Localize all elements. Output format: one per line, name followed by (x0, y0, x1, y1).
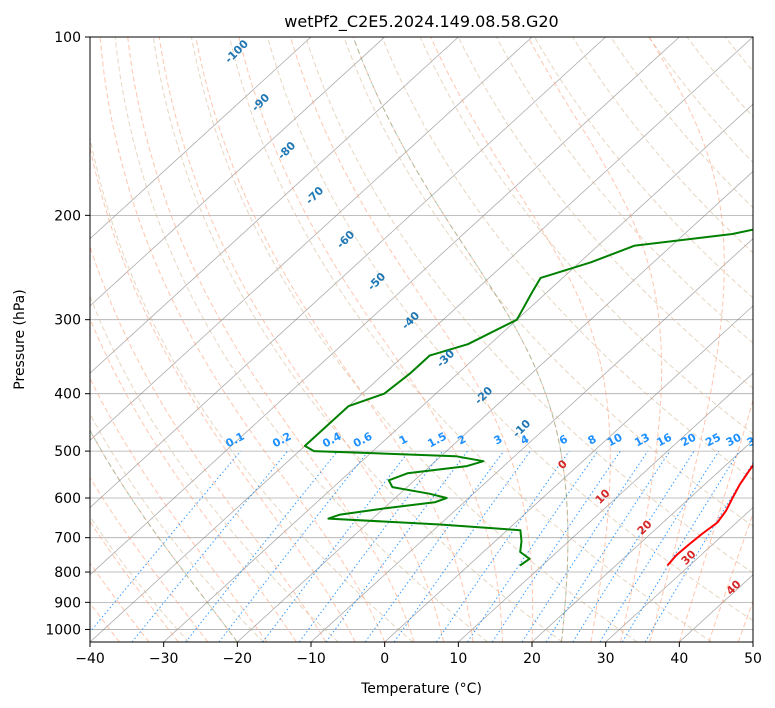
mixing-ratio-label: 20 (679, 430, 699, 449)
isotherm-line (605, 507, 753, 642)
moist-adiabat-line (678, 398, 753, 642)
mixing-ratio-line (325, 450, 468, 642)
x-tick-label: 10 (449, 651, 467, 667)
dry-adiabat-line (457, 37, 753, 389)
dry-adiabat-line (381, 37, 753, 481)
moist-adiabat-line (90, 144, 356, 642)
moist-adiabat-line (527, 37, 663, 642)
y-tick-label: 600 (54, 491, 81, 507)
moist-adiabat-line (430, 37, 611, 642)
mixing-ratio-label: 30 (724, 431, 744, 450)
x-tick-label: −20 (223, 651, 253, 667)
isotherm-line (90, 37, 459, 374)
plot-frame (89, 36, 754, 643)
isotherm-line (458, 372, 753, 642)
moist-adiabat-line (99, 37, 386, 642)
mixing-ratio-line (185, 450, 338, 642)
isotherm-line (90, 37, 606, 509)
dry-adiabat-line (267, 37, 753, 622)
mixing-ratio-line (545, 450, 671, 642)
dry-adiabat-line (152, 37, 563, 642)
mixing-ratio-line (467, 450, 599, 642)
dry-adiabat-line (229, 37, 712, 642)
mixing-ratio-line (491, 450, 621, 642)
y-tick-label: 900 (54, 595, 81, 611)
y-tick-label: 300 (54, 313, 81, 329)
mixing-ratio-line (364, 450, 505, 642)
mixing-ratio-line (298, 450, 444, 642)
moist-adiabat-line (238, 37, 503, 642)
mixing-ratio-line (131, 450, 288, 642)
isotherm-line (90, 37, 753, 642)
moist-adiabat-line (352, 37, 569, 642)
dry-adiabat-line (90, 412, 264, 642)
accent-adiabat-line (90, 429, 238, 642)
x-tick-label: 40 (670, 651, 688, 667)
accent-adiabat-line (352, 37, 569, 642)
isotherm-line (237, 170, 753, 642)
temperature-line (666, 463, 753, 567)
mixing-ratio-line (621, 450, 740, 642)
mixing-ratio-label: 36 (745, 431, 765, 450)
moist-adiabat-line (708, 512, 753, 642)
moist-adiabat-line (289, 37, 534, 642)
moist-adiabat-line (90, 429, 238, 642)
isotherm-line (90, 37, 680, 576)
y-axis-label: Pressure (hPa) (12, 289, 28, 389)
moist-adiabat-line (90, 377, 268, 642)
mixing-ratio-label: 13 (632, 431, 652, 450)
moist-adiabat-line (195, 37, 474, 642)
y-tick-label: 500 (54, 444, 81, 460)
y-tick-label: 700 (54, 531, 81, 547)
moist-adiabat-line (158, 37, 445, 642)
y-tick-label: 1000 (45, 622, 81, 638)
moist-adiabat-line (90, 317, 297, 642)
dry-adiabat-line (495, 37, 753, 344)
mixing-ratio-label: 25 (703, 431, 723, 450)
isotherm-line (90, 37, 312, 240)
dry-adiabat-line (305, 37, 753, 574)
chart-title: wetPf2_C2E5.2024.149.08.58.G20 (284, 12, 558, 32)
axis-ticks: −40 −30 −20 −10 0 10 20 30 40 50 100 200 300 400 500 60… (45, 30, 762, 667)
x-tick-label: 30 (597, 651, 615, 667)
x-tick-label: 50 (744, 651, 762, 667)
isotherm-line (531, 439, 753, 642)
y-tick-label: 100 (54, 30, 81, 46)
y-tick-label: 200 (54, 208, 81, 224)
x-tick-label: −30 (149, 651, 179, 667)
dry-adiabat-line (343, 37, 753, 527)
moist-adiabat-line (90, 244, 327, 642)
x-tick-label: 0 (380, 651, 389, 667)
dewpoint-line (303, 228, 753, 567)
dry-adiabat-line (534, 37, 753, 299)
plot-area: -100-90-80-70-60-50-40-30-20-10010203040… (90, 37, 765, 642)
isotherm-line (163, 103, 753, 642)
mixing-ratio-line (521, 450, 649, 642)
x-axis-label: Temperature (°C) (360, 681, 482, 697)
y-tick-label: 400 (54, 387, 81, 403)
y-tick-label: 800 (54, 565, 81, 581)
x-tick-label: 20 (523, 651, 541, 667)
mixing-ratio-label: 10 (605, 430, 625, 449)
mixing-ratio-line (393, 450, 531, 642)
isotherm-line (90, 37, 533, 441)
dry-adiabat-line (114, 37, 488, 642)
mixing-ratio-label: 16 (654, 431, 674, 450)
x-tick-label: −10 (296, 651, 326, 667)
mixing-ratio-line (435, 450, 570, 642)
moist-adiabat-line (127, 37, 415, 642)
dry-adiabat-line (419, 37, 753, 435)
mixing-ratio-line (572, 450, 695, 642)
mixing-ratio-line (90, 450, 242, 633)
isotherm-line (90, 37, 385, 307)
isotherm-line (384, 305, 753, 642)
moist-adiabat-line (648, 37, 725, 642)
dry-adiabat-line (90, 135, 414, 642)
dry-adiabat-line (190, 37, 638, 642)
mixing-ratio-line (262, 450, 410, 642)
x-tick-label: −40 (75, 651, 105, 667)
